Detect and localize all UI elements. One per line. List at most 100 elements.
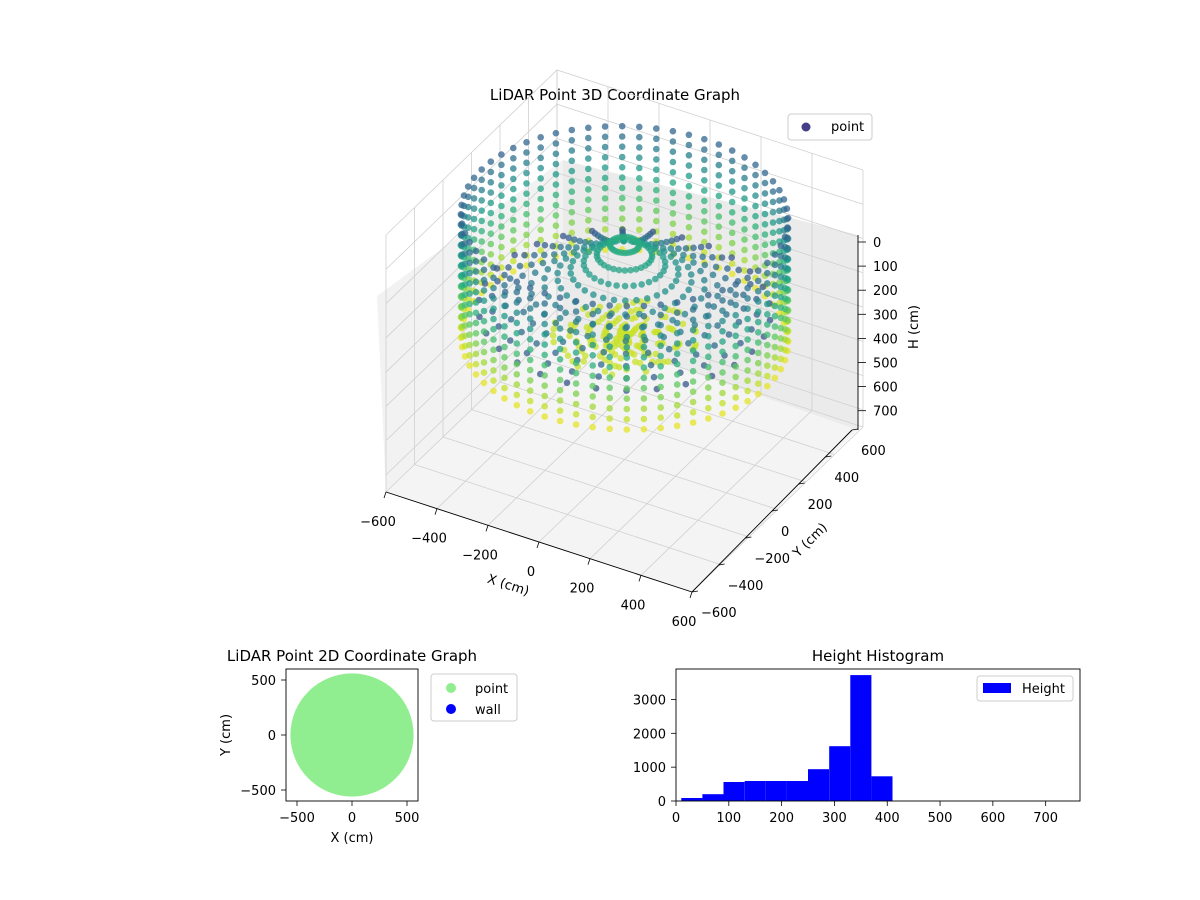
data-point <box>744 387 751 395</box>
data-point <box>487 251 495 258</box>
data-point <box>606 322 613 330</box>
data-point <box>480 276 488 284</box>
data-point <box>480 297 488 305</box>
data-point <box>678 234 686 241</box>
data-point <box>541 300 548 307</box>
data-point <box>480 379 488 387</box>
data-point <box>490 295 497 302</box>
data-point <box>487 230 495 237</box>
data-point <box>701 276 708 284</box>
data-point <box>556 376 564 384</box>
data-point <box>754 349 762 357</box>
data-point <box>701 238 708 246</box>
data-point <box>777 263 785 270</box>
x-tick <box>383 491 387 499</box>
data-point <box>771 271 779 279</box>
data-point <box>719 389 726 397</box>
data-point <box>568 167 576 175</box>
data-point <box>523 200 530 208</box>
data-point <box>653 156 660 163</box>
data-point <box>771 354 779 361</box>
histogram-bar <box>829 746 851 801</box>
histogram-bar <box>850 675 872 801</box>
data-point <box>728 167 736 175</box>
legend-histogram-swatch <box>983 683 1011 693</box>
data-point <box>715 182 723 189</box>
pane-floor <box>386 327 858 592</box>
data-point <box>572 411 580 418</box>
data-point <box>728 188 736 195</box>
data-point <box>741 174 748 182</box>
data-point <box>627 308 635 315</box>
data-point <box>640 333 648 341</box>
data-point <box>685 286 692 294</box>
z-tick-label: 300 <box>873 308 898 323</box>
data-point <box>552 171 560 178</box>
data-point <box>472 299 480 306</box>
data-point <box>487 158 495 165</box>
data-point <box>653 207 660 215</box>
data-point <box>526 397 534 405</box>
data-point <box>644 349 652 357</box>
data-point <box>605 280 612 288</box>
x-tick-label-hist: 0 <box>672 811 680 826</box>
data-point <box>615 266 623 274</box>
data-point <box>705 291 712 299</box>
data-point <box>606 425 613 433</box>
data-point <box>533 240 541 248</box>
data-point <box>752 223 759 230</box>
data-point <box>495 345 503 353</box>
data-point <box>470 184 478 192</box>
data-point <box>568 188 576 195</box>
data-point <box>653 197 660 204</box>
data-point <box>777 345 785 352</box>
data-point <box>714 292 721 300</box>
data-point <box>688 279 695 286</box>
data-point <box>526 356 534 364</box>
data-point <box>572 380 580 387</box>
data-point <box>705 384 712 391</box>
data-point <box>589 362 596 369</box>
data-point <box>728 270 736 278</box>
data-point <box>685 141 693 149</box>
data-point <box>657 414 664 422</box>
point-series-disc <box>290 673 414 797</box>
data-point <box>510 257 517 265</box>
data-point <box>640 364 648 371</box>
data-point <box>498 182 505 189</box>
data-point <box>523 169 530 177</box>
data-point <box>591 275 598 282</box>
data-point <box>498 233 505 241</box>
data-point <box>652 350 659 358</box>
data-point <box>606 302 613 309</box>
data-point <box>470 174 478 182</box>
data-point <box>537 144 544 151</box>
data-point <box>764 290 771 298</box>
data-point <box>579 344 586 352</box>
data-point <box>623 385 631 392</box>
data-point <box>466 249 473 256</box>
data-point <box>510 237 517 244</box>
data-point <box>636 195 643 203</box>
data-point <box>510 268 517 275</box>
data-point <box>621 282 629 290</box>
data-point <box>498 151 505 158</box>
data-point <box>556 294 564 302</box>
y-tick-label-2d: 500 <box>251 674 276 689</box>
data-point <box>495 323 503 330</box>
data-point <box>673 235 681 243</box>
data-point <box>761 221 769 228</box>
data-point <box>580 358 587 365</box>
data-point <box>472 309 480 317</box>
data-point <box>665 345 673 353</box>
data-point <box>701 197 708 205</box>
y-tick <box>691 590 699 593</box>
data-point <box>623 426 631 433</box>
data-point <box>657 352 664 360</box>
data-point <box>701 156 708 164</box>
data-point <box>572 339 580 346</box>
data-point <box>464 183 472 190</box>
data-point <box>537 185 544 192</box>
data-point <box>586 271 593 278</box>
data-point <box>552 160 560 168</box>
